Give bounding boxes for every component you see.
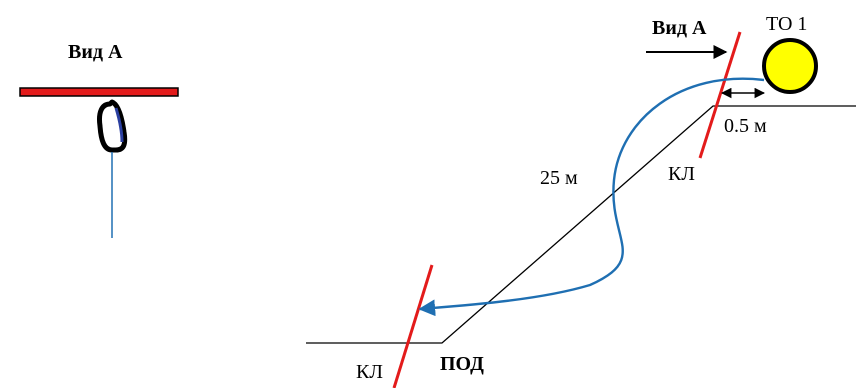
control-line-top [698,31,742,159]
view-a-title: Вид А [68,41,123,63]
terrain-profile [306,105,856,344]
view-a-detail: Вид А [19,41,179,238]
anchor-label: ТО 1 [766,13,807,35]
horizontal-bar [19,87,179,97]
distance-label: 0.5 м [724,115,767,137]
control-line-bottom-label: КЛ [356,361,383,383]
anchor-point-icon [762,38,818,94]
view-a-label: Вид А [652,17,707,39]
rope-length-label: 25 м [540,167,578,189]
carabiner-icon [97,99,128,153]
rope-path [418,77,765,317]
control-line-bottom [392,264,434,388]
control-line-top-label: КЛ [668,163,695,185]
slope-scheme: Вид А ТО 1 0.5 м 25 м КЛ КЛ ПОД [306,13,856,388]
bottom-label: ПОД [440,353,484,375]
